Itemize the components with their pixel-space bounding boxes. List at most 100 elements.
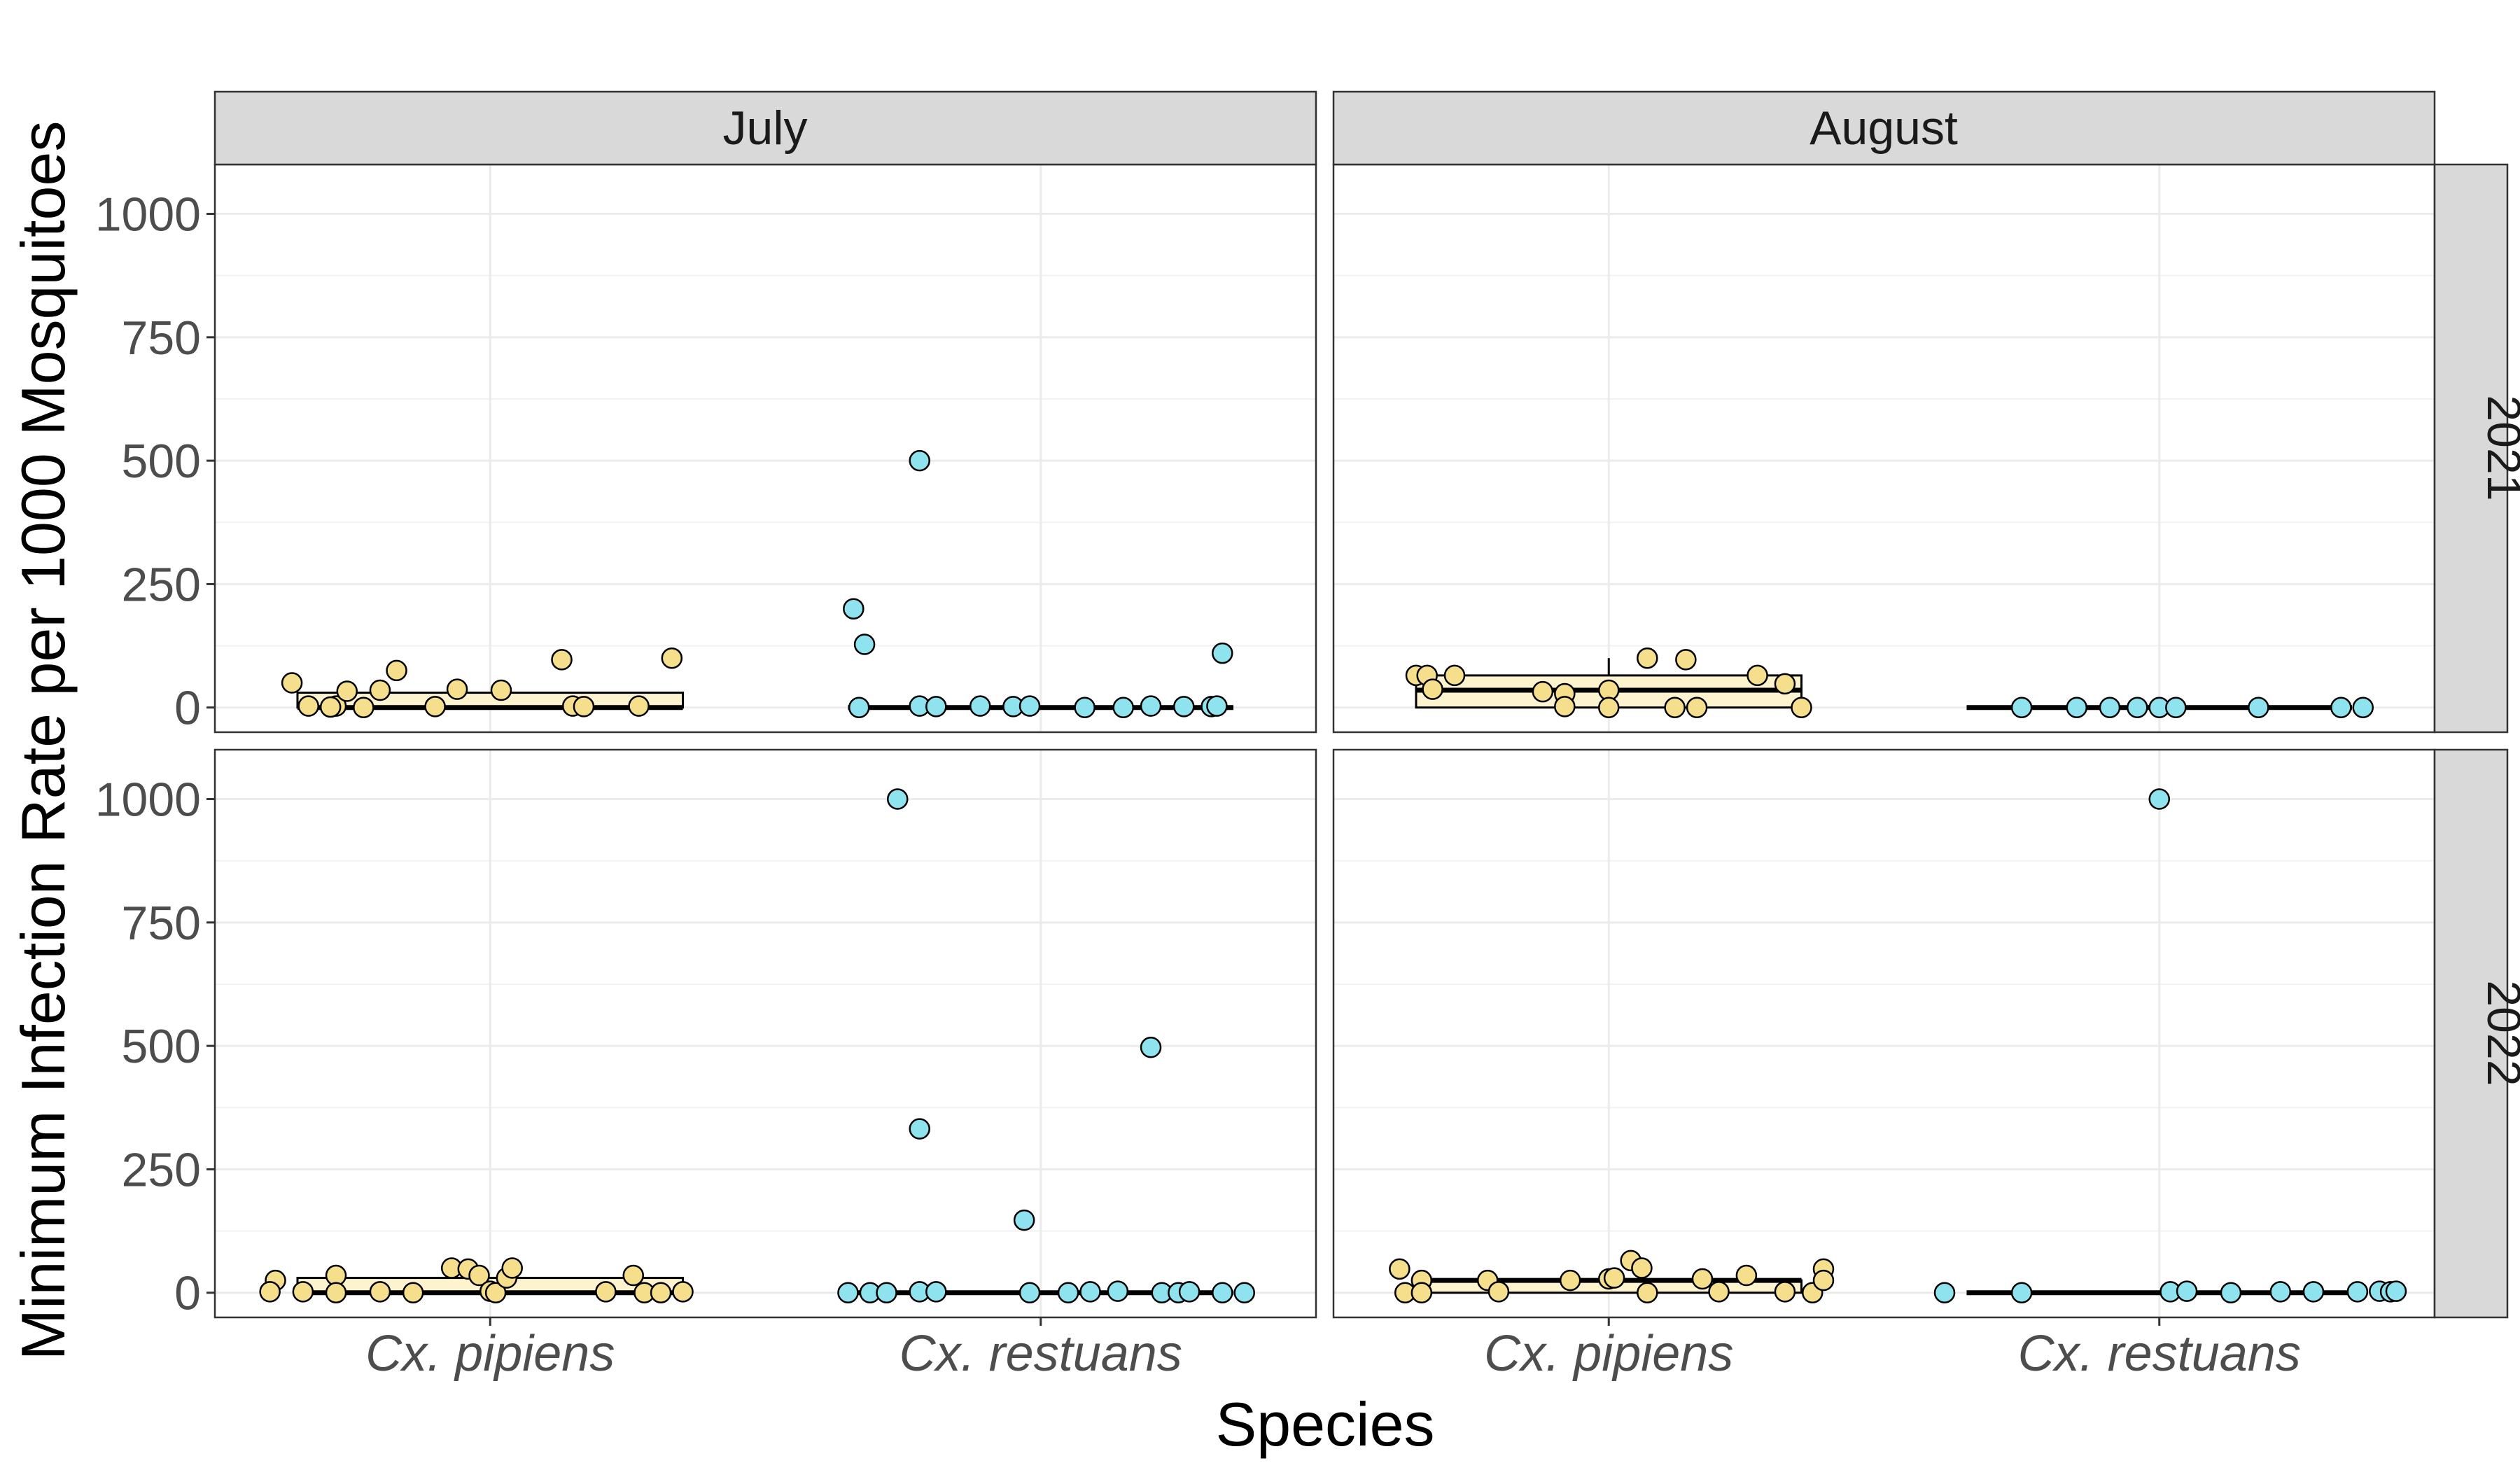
panel-background <box>215 164 1316 732</box>
point-cx-restuans <box>1178 1281 1200 1303</box>
point-cx-pipiens <box>551 649 573 671</box>
point-cx-restuans <box>2330 696 2352 718</box>
point-cx-pipiens <box>1443 664 1466 687</box>
panel-august-2021 <box>1332 163 2436 734</box>
point-cx-pipiens <box>490 679 512 701</box>
point-cx-restuans <box>2176 1280 2198 1302</box>
point-cx-pipiens <box>1422 678 1443 700</box>
point-cx-pipiens <box>298 695 319 717</box>
point-cx-pipiens <box>484 1282 507 1303</box>
point-cx-restuans <box>2269 1281 2292 1303</box>
point-cx-restuans <box>969 695 991 717</box>
point-cx-pipiens <box>1559 1269 1581 1292</box>
point-cx-pipiens <box>1631 1257 1653 1279</box>
point-cx-restuans <box>2010 696 2033 718</box>
point-cx-pipiens <box>1735 1264 1758 1287</box>
panel-background <box>1334 164 2435 732</box>
point-cx-pipiens <box>353 696 374 718</box>
point-cx-restuans <box>843 598 864 620</box>
strip-2022: 2022 <box>2433 748 2520 1319</box>
point-cx-pipiens <box>369 1281 391 1303</box>
point-cx-pipiens <box>661 647 683 669</box>
point-cx-restuans <box>1212 642 1233 664</box>
strip-july: July <box>214 90 1317 166</box>
point-cx-restuans <box>1112 696 1134 718</box>
point-cx-pipiens <box>424 696 446 718</box>
point-cx-restuans <box>2165 696 2187 718</box>
point-cx-pipiens <box>1603 1267 1625 1289</box>
point-cx-pipiens <box>402 1282 424 1303</box>
x-tick-label: Cx. restuans <box>899 1326 1182 1382</box>
strips-layer: July August 2021 2022 <box>214 90 2520 1319</box>
x-tick-label: Cx. restuans <box>2018 1326 2301 1382</box>
panel-july-2022 <box>214 748 1317 1319</box>
point-cx-restuans <box>1107 1280 1129 1302</box>
point-cx-pipiens <box>1598 696 1620 718</box>
point-cx-pipiens <box>319 696 342 718</box>
point-cx-pipiens <box>1410 1282 1433 1303</box>
y-tick-label: 250 <box>122 1143 201 1196</box>
panel-background <box>215 750 1316 1317</box>
point-cx-pipiens <box>1637 647 1658 669</box>
x-axis-title: Species <box>1215 1390 1434 1459</box>
point-cx-pipiens <box>622 1264 644 1287</box>
point-cx-pipiens <box>1488 1281 1510 1303</box>
point-cx-restuans <box>909 1118 930 1140</box>
point-cx-restuans <box>2352 696 2374 718</box>
point-cx-restuans <box>848 696 870 718</box>
point-cx-pipiens <box>386 659 407 682</box>
strip-label-2021: 2021 <box>2477 395 2520 500</box>
point-cx-restuans <box>1013 1209 1035 1231</box>
point-cx-pipiens <box>1637 1282 1658 1303</box>
strip-label-july: July <box>723 102 808 155</box>
point-cx-restuans <box>2148 788 2170 810</box>
axes-layer: 0 250 500 750 1000 0 250 500 750 1000 Cx. pipiens C… <box>95 188 2301 1382</box>
point-cx-pipiens <box>325 1282 347 1303</box>
strip-label-2022: 2022 <box>2477 980 2520 1086</box>
point-cx-pipiens <box>1791 696 1812 718</box>
point-cx-restuans <box>2066 696 2088 718</box>
x-tick-label: Cx. pipiens <box>1484 1326 1733 1382</box>
point-cx-restuans <box>1074 696 1096 718</box>
point-cx-restuans <box>837 1282 859 1303</box>
point-cx-restuans <box>2220 1282 2242 1303</box>
point-cx-restuans <box>925 1281 947 1303</box>
point-cx-pipiens <box>1774 1281 1796 1303</box>
point-cx-restuans <box>1140 1036 1162 1058</box>
y-tick-label: 1000 <box>95 774 201 827</box>
point-cx-pipiens <box>1532 680 1554 703</box>
point-cx-pipiens <box>1812 1269 1835 1292</box>
point-cx-pipiens <box>1691 1268 1714 1290</box>
point-cx-pipiens <box>281 672 303 694</box>
point-cx-restuans <box>2010 1282 2033 1303</box>
point-cx-pipiens <box>1675 649 1697 671</box>
point-cx-pipiens <box>1389 1258 1410 1280</box>
point-cx-pipiens <box>1774 673 1796 695</box>
point-cx-pipiens <box>336 680 358 702</box>
panel-border <box>214 748 1317 1319</box>
point-cx-restuans <box>1933 1282 1956 1303</box>
y-tick-label: 250 <box>122 558 201 611</box>
point-cx-restuans <box>1172 696 1195 718</box>
y-tick-label: 750 <box>122 312 201 365</box>
y-axis-title: Minimum Infection Rate per 1000 Mosquito… <box>8 121 78 1361</box>
point-cx-restuans <box>909 449 930 472</box>
point-cx-pipiens <box>1708 1281 1730 1303</box>
point-cx-pipiens <box>595 1281 617 1303</box>
point-cx-pipiens <box>1664 696 1686 718</box>
point-cx-pipiens <box>1554 696 1576 718</box>
point-cx-restuans <box>2099 696 2121 718</box>
point-cx-restuans <box>1057 1282 1079 1303</box>
point-cx-restuans <box>1018 695 1041 717</box>
point-cx-restuans <box>2302 1281 2325 1303</box>
point-cx-pipiens <box>259 1281 281 1303</box>
point-cx-pipiens <box>628 695 650 717</box>
point-cx-restuans <box>2385 1280 2407 1302</box>
panel-august-2022 <box>1332 748 2436 1319</box>
strip-2021: 2021 <box>2433 163 2520 734</box>
point-cx-pipiens <box>468 1264 490 1287</box>
x-tick-label: Cx. pipiens <box>365 1326 615 1382</box>
point-cx-pipiens <box>369 679 391 701</box>
point-cx-pipiens <box>1686 696 1708 718</box>
